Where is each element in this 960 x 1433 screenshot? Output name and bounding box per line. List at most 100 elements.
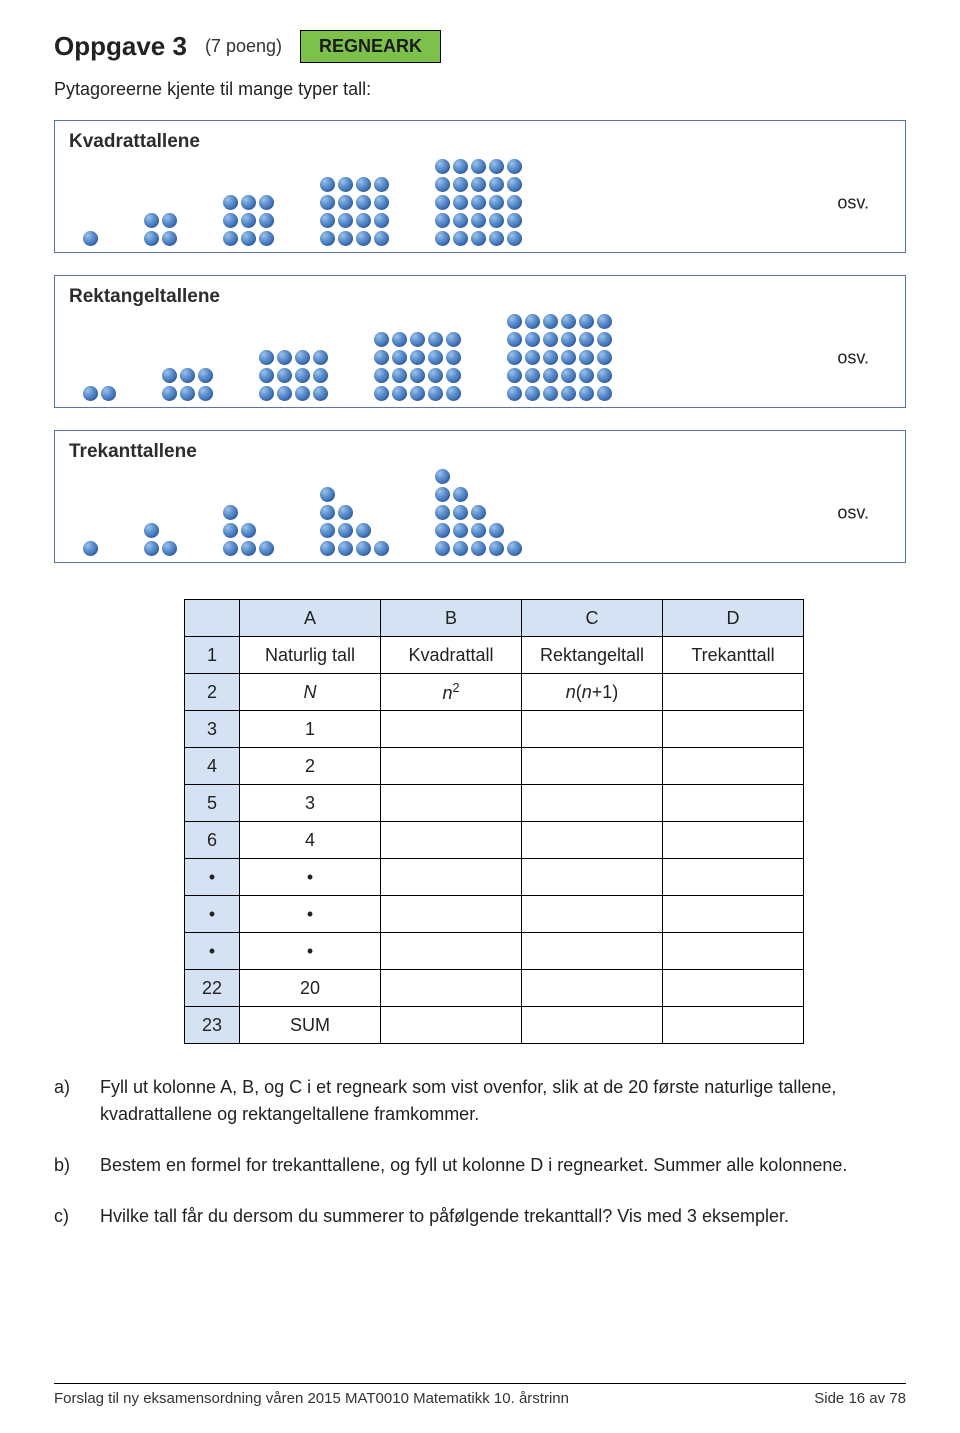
cell bbox=[522, 933, 663, 970]
dot bbox=[453, 159, 468, 174]
dot bbox=[435, 487, 450, 502]
dot bbox=[471, 195, 486, 210]
dot bbox=[295, 386, 310, 401]
dot-row bbox=[223, 505, 238, 520]
dot bbox=[597, 386, 612, 401]
dot bbox=[198, 368, 213, 383]
dot bbox=[392, 332, 407, 347]
task-points: (7 poeng) bbox=[205, 36, 282, 57]
dot-row bbox=[507, 332, 612, 347]
row-header: 3 bbox=[185, 711, 240, 748]
dot bbox=[561, 332, 576, 347]
dot bbox=[507, 332, 522, 347]
dot-shape bbox=[320, 487, 389, 556]
dot bbox=[277, 386, 292, 401]
cell bbox=[522, 711, 663, 748]
panel-body: osv. bbox=[69, 314, 891, 401]
dot bbox=[507, 386, 522, 401]
dot bbox=[320, 487, 335, 502]
cell bbox=[663, 822, 804, 859]
dot bbox=[453, 505, 468, 520]
dot bbox=[259, 541, 274, 556]
osv-label: osv. bbox=[837, 192, 869, 213]
table-row: 2Nn2n(n+1) bbox=[185, 674, 804, 711]
dot bbox=[453, 541, 468, 556]
col-header: B bbox=[381, 600, 522, 637]
page: Oppgave 3 (7 poeng) REGNEARK Pytagoreern… bbox=[0, 0, 960, 1433]
dot-row bbox=[507, 350, 612, 365]
spreadsheet-wrap: ABCD1Naturlig tallKvadrattallRektangelta… bbox=[184, 599, 906, 1044]
dot bbox=[543, 350, 558, 365]
dot bbox=[259, 213, 274, 228]
dot-row bbox=[435, 469, 450, 484]
dot bbox=[489, 231, 504, 246]
dot bbox=[471, 505, 486, 520]
dot bbox=[525, 350, 540, 365]
dot-row bbox=[435, 487, 468, 502]
dot bbox=[561, 386, 576, 401]
cell: 3 bbox=[240, 785, 381, 822]
dot bbox=[313, 350, 328, 365]
dot-row bbox=[435, 159, 522, 174]
dot bbox=[295, 350, 310, 365]
dot bbox=[543, 368, 558, 383]
dot-shape bbox=[374, 332, 461, 401]
dot-row bbox=[435, 213, 522, 228]
dot bbox=[392, 350, 407, 365]
dot bbox=[83, 231, 98, 246]
dot-row bbox=[223, 523, 256, 538]
panel-title: Kvadrattallene bbox=[69, 131, 891, 153]
dot-row bbox=[223, 213, 274, 228]
dot-row bbox=[83, 541, 98, 556]
dot bbox=[144, 213, 159, 228]
dot-shape bbox=[144, 523, 177, 556]
dot bbox=[507, 159, 522, 174]
cell: n(n+1) bbox=[522, 674, 663, 711]
dot bbox=[277, 350, 292, 365]
dot bbox=[241, 195, 256, 210]
dot-row bbox=[374, 350, 461, 365]
dot-row bbox=[320, 505, 353, 520]
dot bbox=[320, 505, 335, 520]
row-header: 22 bbox=[185, 970, 240, 1007]
dot-shape bbox=[223, 195, 274, 246]
dot bbox=[471, 523, 486, 538]
cell: Kvadrattall bbox=[381, 637, 522, 674]
dot bbox=[356, 231, 371, 246]
dot bbox=[453, 523, 468, 538]
dot bbox=[579, 368, 594, 383]
dot bbox=[543, 332, 558, 347]
dot bbox=[525, 314, 540, 329]
row-header: 6 bbox=[185, 822, 240, 859]
panel-title: Rektangeltallene bbox=[69, 286, 891, 308]
osv-label: osv. bbox=[837, 502, 869, 523]
table-row: •• bbox=[185, 896, 804, 933]
dot bbox=[597, 332, 612, 347]
cell bbox=[381, 1007, 522, 1044]
dot bbox=[162, 386, 177, 401]
page-footer: Forslag til ny eksamensordning våren 201… bbox=[54, 1383, 906, 1407]
dot-row bbox=[435, 505, 486, 520]
dot bbox=[428, 368, 443, 383]
dot bbox=[162, 541, 177, 556]
footer-left: Forslag til ny eksamensordning våren 201… bbox=[54, 1390, 569, 1407]
dot bbox=[453, 195, 468, 210]
question-label: c) bbox=[54, 1203, 82, 1230]
dot bbox=[446, 386, 461, 401]
dot bbox=[561, 368, 576, 383]
cell: • bbox=[240, 859, 381, 896]
dot bbox=[435, 505, 450, 520]
dot-row bbox=[320, 523, 371, 538]
dot bbox=[338, 523, 353, 538]
dot bbox=[446, 368, 461, 383]
dot bbox=[223, 213, 238, 228]
dot bbox=[507, 541, 522, 556]
col-header: A bbox=[240, 600, 381, 637]
dot bbox=[223, 523, 238, 538]
cell bbox=[381, 785, 522, 822]
dot bbox=[320, 177, 335, 192]
dot bbox=[435, 469, 450, 484]
dot bbox=[144, 231, 159, 246]
dot bbox=[259, 386, 274, 401]
cell: 1 bbox=[240, 711, 381, 748]
